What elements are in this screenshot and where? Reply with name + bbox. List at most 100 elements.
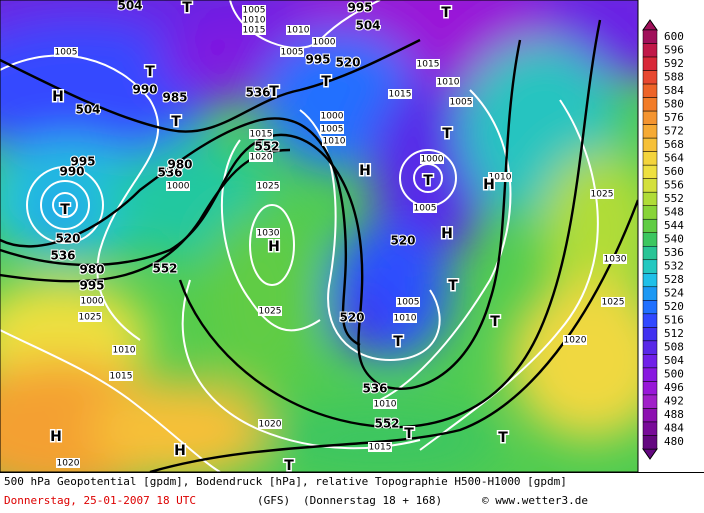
pressure-center: H (268, 239, 280, 255)
isobar-label: 1015 (250, 130, 273, 140)
pressure-center: T (321, 74, 331, 90)
isobar-label-bg (242, 15, 266, 25)
isobar-label-bg (603, 254, 627, 264)
isobar-label-bg (413, 203, 437, 213)
pressure-center: H (50, 429, 62, 445)
geopotential-label: 536 (362, 382, 387, 396)
pressure-center: T (404, 426, 414, 442)
colorbar-label: 500 (664, 368, 684, 381)
isobar-label-bg (436, 77, 460, 87)
isobar-label: 1005 (414, 204, 437, 214)
pressure-center: H (174, 443, 186, 459)
colorbar-label: 496 (664, 381, 684, 394)
isobar-label-bg (80, 296, 104, 306)
pressure-center: T (393, 334, 403, 350)
colorbar-swatch (642, 421, 658, 436)
isobar-label: 1015 (243, 26, 266, 36)
colorbar-swatch (642, 137, 658, 152)
isobar-label: 1010 (437, 78, 460, 88)
colorbar-swatch (642, 300, 658, 315)
geopotential-label: 980 (167, 158, 192, 172)
colorbar-swatch (642, 43, 658, 58)
isobar-label: 1000 (321, 112, 344, 122)
isobar-label-bg (368, 442, 392, 452)
geopotential-label: 990 (59, 165, 84, 179)
colorbar: 6005965925885845805765725685645605565525… (642, 19, 684, 460)
geopotential-label: 504 (75, 103, 100, 117)
colorbar-label: 584 (664, 84, 684, 97)
isobar-label-bg (56, 458, 80, 468)
isobar-label-bg (242, 25, 266, 35)
colorbar-label: 524 (664, 287, 684, 300)
colorbar-label: 540 (664, 233, 684, 246)
isobar-label-bg (420, 154, 444, 164)
colorbar-swatch (642, 435, 658, 450)
colorbar-label: 588 (664, 70, 684, 83)
geopotential-label: 552 (152, 262, 177, 276)
footer-run: (Donnerstag 18 + 168) (303, 494, 442, 507)
isobar-label-bg (416, 59, 440, 69)
isobar-label-bg (258, 306, 282, 316)
colorbar-label: 516 (664, 314, 684, 327)
isobar-label-bg (112, 345, 136, 355)
colorbar-label: 484 (664, 422, 684, 435)
colorbar-swatch (642, 83, 658, 98)
pressure-center: T (448, 278, 458, 294)
colorbar-swatch (642, 218, 658, 233)
geopotential-label: 985 (162, 91, 187, 105)
isobar-label-bg (54, 47, 78, 57)
isobar-label: 1005 (243, 6, 266, 16)
isobar-label-bg (393, 313, 417, 323)
colorbar-swatch (642, 56, 658, 71)
colorbar-label: 520 (664, 300, 684, 313)
geopotential-label: 990 (132, 83, 157, 97)
pressure-center: T (182, 0, 192, 16)
isobar-label-bg (320, 111, 344, 121)
colorbar-label: 576 (664, 111, 684, 124)
colorbar-swatch (642, 70, 658, 85)
footer-credit: © www.wetter3.de (482, 494, 588, 507)
colorbar-swatch (642, 232, 658, 247)
colorbar-swatch (642, 97, 658, 112)
isobar-label-bg (449, 97, 473, 107)
isobar-label: 1005 (281, 48, 304, 58)
colorbar-label: 564 (664, 151, 684, 164)
pressure-center: T (441, 5, 451, 21)
isobar-label-bg (286, 25, 310, 35)
isobar-label-bg (388, 89, 412, 99)
isobar-label-bg (256, 181, 280, 191)
isobar-label: 1000 (81, 297, 104, 307)
pressure-center: T (498, 430, 508, 446)
geopotential-label: 520 (335, 56, 360, 70)
isobar-label-bg (280, 47, 304, 57)
isobar-label-bg (320, 124, 344, 134)
geopotential-label: 995 (347, 1, 372, 15)
isobar-label: 1015 (369, 443, 392, 453)
colorbar-label: 552 (664, 192, 684, 205)
colorbar-swatch (642, 286, 658, 301)
colorbar-arrow-top (642, 19, 658, 31)
colorbar-swatch (642, 327, 658, 342)
isobar-label: 1025 (79, 313, 102, 323)
isobar-label-bg (322, 136, 346, 146)
isobar-label: 1010 (243, 16, 266, 26)
pressure-center: T (145, 64, 155, 80)
colorbar-label: 536 (664, 246, 684, 259)
footer-title: 500 hPa Geopotential [gpdm], Bodendruck … (4, 475, 567, 488)
colorbar-swatch (642, 110, 658, 125)
isobar-label: 1015 (110, 372, 133, 382)
isobar-label-bg (249, 152, 273, 162)
colorbar-swatch (642, 313, 658, 328)
colorbar-swatch (642, 259, 658, 274)
isobar-label: 1025 (259, 307, 282, 317)
geopotential-label: 504 (117, 0, 142, 13)
colorbar-label: 600 (664, 30, 684, 43)
isobar-label: 1005 (55, 48, 78, 58)
pressure-center: H (483, 177, 495, 193)
colorbar-swatch (642, 191, 658, 206)
colorbar-label: 504 (664, 354, 684, 367)
isobar-label: 1020 (564, 336, 587, 346)
isobar-label-bg (563, 335, 587, 345)
